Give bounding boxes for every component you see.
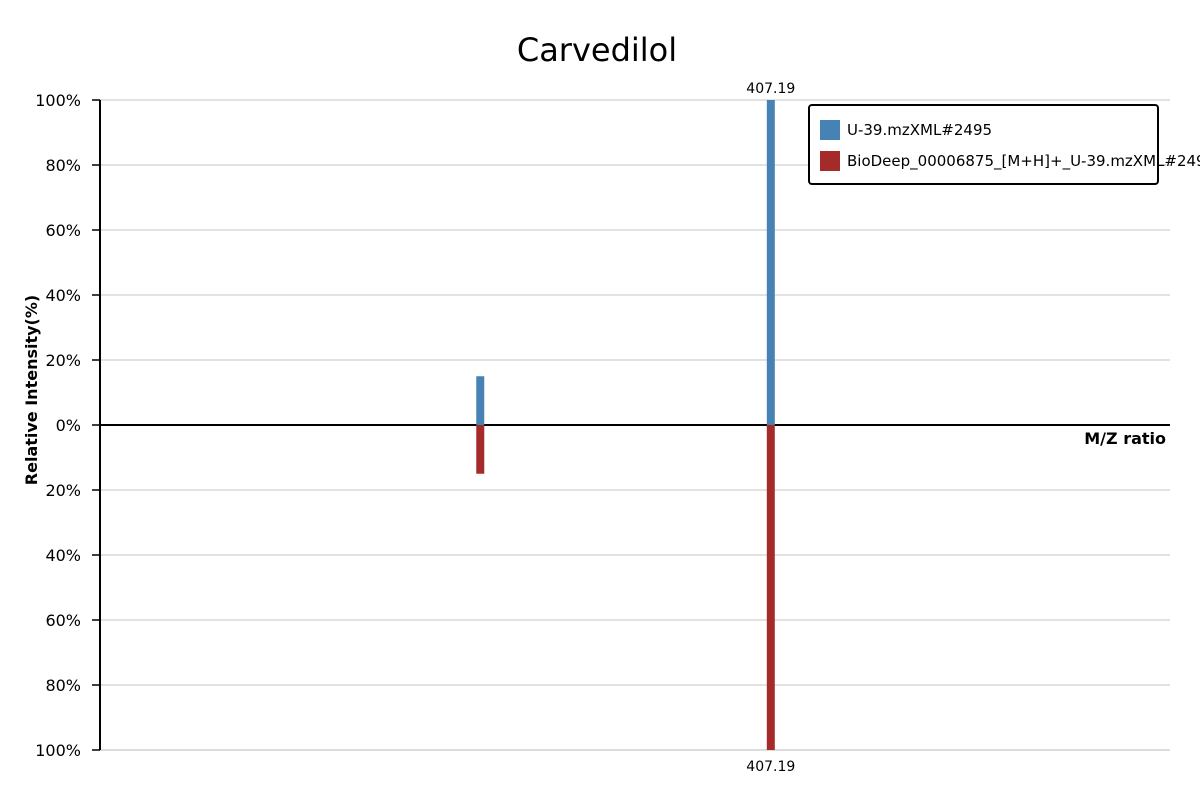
legend-entry-label: U-39.mzXML#2495 xyxy=(847,121,992,139)
legend-swatch xyxy=(820,151,840,171)
y-axis-ticks: 100% 80% 60% 40% 20% 0% 20% 40% 60% 80% 100% xyxy=(35,91,100,760)
y-tick-label: 80% xyxy=(45,156,81,175)
legend-box xyxy=(808,104,1159,185)
grid-lines xyxy=(100,99,1170,751)
peak-bars xyxy=(476,100,775,750)
legend: U-39.mzXML#2495 BioDeep_00006875_[M+H]+_U… xyxy=(808,104,1200,185)
y-tick-label: 100% xyxy=(35,91,81,110)
legend-entry-label: BioDeep_00006875_[M+H]+_U-39.mzXML#249 xyxy=(847,152,1200,171)
sample-peak-label: 407.19 xyxy=(746,81,795,97)
reference-peak-label: 407.19 xyxy=(746,759,795,775)
axes xyxy=(99,100,1170,750)
y-tick-label: 40% xyxy=(45,286,81,305)
reference-peak-bar xyxy=(476,425,485,474)
y-tick-label: 20% xyxy=(45,481,81,500)
x-axis-label: M/Z ratio xyxy=(1084,429,1166,448)
y-tick-label: 100% xyxy=(35,741,81,760)
y-axis-label: Relative Intensity(%) xyxy=(22,295,41,485)
reference-peak-bar xyxy=(766,425,775,750)
chart-title: Carvedilol xyxy=(517,31,677,69)
sample-peak-bar xyxy=(766,100,775,425)
sample-peak-bar xyxy=(476,376,485,425)
y-tick-label: 80% xyxy=(45,676,81,695)
y-tick-label: 20% xyxy=(45,351,81,370)
legend-swatch xyxy=(820,120,840,140)
y-tick-label: 40% xyxy=(45,546,81,565)
y-tick-label: 60% xyxy=(45,611,81,630)
peak-labels: 407.19 407.19 xyxy=(746,81,795,775)
y-tick-label: 0% xyxy=(56,416,81,435)
legend-items: U-39.mzXML#2495 BioDeep_00006875_[M+H]+_U… xyxy=(820,120,1200,171)
y-tick-label: 60% xyxy=(45,221,81,240)
